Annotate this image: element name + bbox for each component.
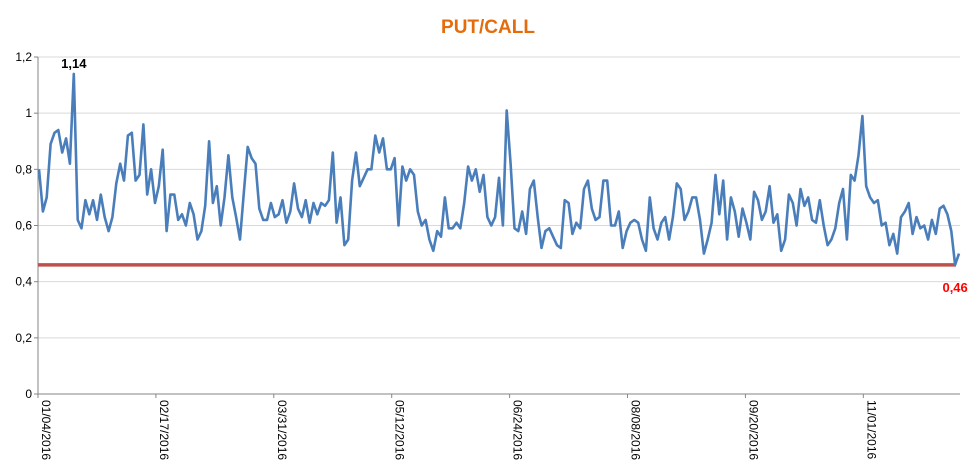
gridlines [38, 56, 960, 395]
x-tick-label: 11/01/2016 [864, 400, 878, 459]
series-group [37, 72, 961, 267]
series-line [37, 72, 961, 267]
y-tick-label: 0,6 [15, 219, 32, 233]
x-tick-label: 05/12/2016 [393, 400, 407, 460]
y-tick-label: 1 [25, 106, 32, 120]
data-label-min: 0,46 [942, 280, 967, 295]
x-tick-label: 03/31/2016 [275, 400, 289, 460]
y-tick-label: 0,2 [15, 331, 32, 345]
x-tick-label: 01/04/2016 [39, 400, 53, 460]
y-tick-label: 0,4 [15, 275, 32, 289]
x-axis-ticks: 01/04/2016 02/17/2016 03/31/2016 05/12/2016… [37, 394, 878, 460]
chart-title: PUT/CALL [441, 17, 535, 38]
annotations: 1,14 0,46 [61, 56, 968, 295]
y-axis-ticks: 0 0,2 0,4 0,6 0,8 1 1,2 [15, 50, 38, 401]
x-tick-label: 02/17/2016 [157, 400, 171, 460]
data-label-max: 1,14 [61, 56, 87, 71]
x-tick-label: 06/24/2016 [511, 400, 525, 460]
x-tick-label: 08/08/2016 [629, 400, 643, 460]
y-tick-label: 1,2 [15, 50, 32, 64]
x-tick-label: 09/20/2016 [746, 400, 760, 460]
y-tick-label: 0 [25, 387, 32, 401]
y-tick-label: 0,8 [15, 162, 32, 176]
